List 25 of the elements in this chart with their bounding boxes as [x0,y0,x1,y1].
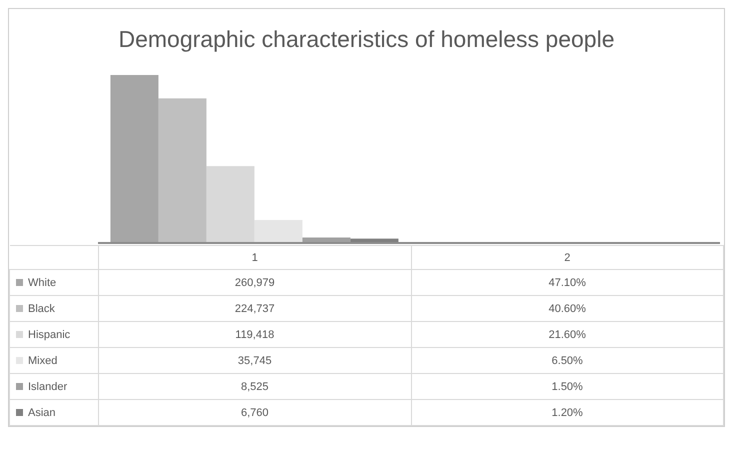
chart-title: Demographic characteristics of homeless people [117,25,616,54]
data-label: 21.60% [411,322,724,348]
data-label: 119,418 [98,322,411,348]
bar [206,166,254,243]
data-label: 224,737 [98,296,411,322]
data-label: 260,979 [98,270,411,296]
data-label: 8,525 [98,374,411,400]
bar [110,75,158,243]
legend-label: Islander [10,374,98,400]
bar [254,220,302,243]
data-label: 1.20% [411,400,724,426]
data-label: 40.60% [411,296,724,322]
data-label: 6,760 [98,400,411,426]
data-label: 1.50% [411,374,724,400]
x-tick-label: 2 [411,246,724,270]
legend-label: Black [10,296,98,322]
x-tick-label: 1 [98,246,411,270]
legend-label: Mixed [10,348,98,374]
data-label: 35,745 [98,348,411,374]
legend-label: Asian [10,400,98,426]
bar [158,98,206,243]
data-label: 47.10% [411,270,724,296]
legend-label: Hispanic [10,322,98,348]
data-label: 6.50% [411,348,724,374]
legend-label: White [10,270,98,296]
